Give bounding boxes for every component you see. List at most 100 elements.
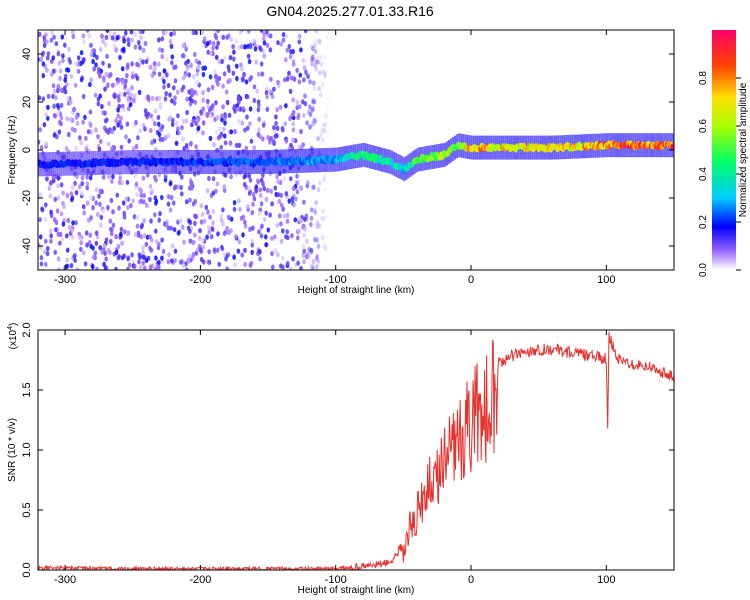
spectrogram-noise-cell [39,56,44,63]
spectrogram-noise-cell [103,86,107,92]
spectrogram-noise-cell [323,72,327,78]
spectrogram-noise-cell [211,190,216,196]
spectrogram-noise-cell [125,73,129,79]
colorbar-tick-label: 0.4 [698,167,709,181]
spectrogram-noise-cell [157,47,162,53]
snr-x-label: Height of straight line (km) [298,585,415,596]
spectrogram-noise-cell [236,248,241,254]
spectrogram-noise-cell [285,212,290,218]
spectrogram-noise-cell [222,251,226,258]
spectrogram-noise-cell [268,47,273,53]
spectrogram-noise-cell [309,215,314,221]
spectrogram-noise-cell [289,176,293,182]
spectrogram-noise-cell [126,256,130,262]
spectrogram-noise-cell [56,102,60,109]
spectrogram-noise-cell [133,93,137,99]
spectrogram-noise-cell [105,117,109,123]
spectrogram-noise-cell [39,145,44,151]
spectrogram-noise-cell [96,134,100,140]
spectrogram-noise-cell [187,253,192,259]
spectrogram-noise-cell [279,263,283,269]
spectrogram-noise-cell [206,209,210,215]
spectrogram-noise-cell [68,99,73,106]
spectrogram-noise-cell [160,36,165,42]
spectrogram-noise-cell [164,91,168,97]
spectrogram-noise-cell [296,260,300,266]
spectrogram-noise-cell [148,234,152,240]
spectrogram-noise-cell [55,208,60,214]
spectrogram-noise-cell [157,259,161,266]
spectrogram-noise-cell [208,74,213,80]
spectrogram-noise-cell [273,133,278,139]
spectrogram-noise-cell [251,201,255,207]
spectrogram-noise-cell [117,179,122,186]
spectrogram-noise-cell [198,247,203,253]
spectrogram-y-label: Frequency (Hz) [7,116,18,185]
spectrogram-noise-cell [114,249,119,256]
spectrogram-noise-cell [325,233,329,240]
spectrogram-noise-cell [108,218,113,224]
spectrogram-noise-cell [259,61,264,67]
spectrogram-noise-cell [56,231,61,237]
spectrogram-noise-cell [282,176,286,182]
spectrogram-noise-cell [297,33,302,39]
spectrogram-noise-cell [323,122,327,128]
spectrogram-noise-cell [85,174,89,180]
spectrogram-noise-cell [188,238,193,244]
spectrogram-noise-cell [57,60,62,66]
spectrogram-noise-cell [152,66,156,72]
spectrogram-noise-cell [214,100,218,106]
spectrogram-noise-cell [201,97,205,103]
spectrogram-noise-cell [285,218,290,224]
spectrogram-noise-cell [214,73,218,79]
spectrogram-noise-cell [124,78,128,84]
spectrogram-noise-cell [116,243,121,249]
spectrogram-noise-cell [49,228,53,234]
spectrogram-noise-cell [42,122,47,128]
spectrogram-noise-cell [137,89,142,95]
spectrogram-noise-cell [121,200,126,206]
spectrogram-noise-cell [93,92,98,98]
spectrogram-noise-cell [222,126,226,132]
spectrogram-noise-cell [318,133,323,139]
spectrogram-noise-cell [143,108,148,114]
spectrogram-noise-cell [228,77,232,84]
spectrogram-noise-cell [162,78,166,85]
spectrogram-noise-cell [96,101,101,107]
spectrogram-noise-cell [98,93,102,99]
spectrogram-noise-cell [193,232,197,238]
spectrogram-noise-cell [74,61,79,67]
spectrogram-noise-cell [257,229,261,235]
spectrogram-noise-cell [242,71,246,78]
spectrogram-noise-cell [279,192,284,198]
spectrogram-noise-cell [297,104,302,110]
spectrogram-noise-cell [302,77,306,83]
spectrogram-noise-cell [321,69,326,75]
spectrogram-noise-cell [241,232,245,238]
spectrogram-noise-cell [272,125,276,131]
spectrogram-noise-cell [170,98,174,104]
spectrogram-noise-cell [180,87,184,93]
spectrogram-noise-cell [246,125,250,131]
spectrogram-noise-cell [119,144,124,150]
spectrogram-noise-cell [179,259,183,265]
spectrogram-noise-cell [149,218,153,224]
spectrogram-noise-cell [232,200,237,206]
spectrogram-noise-cell [223,140,228,146]
spectrogram-noise-cell [291,61,296,67]
snr-x-tick-label: -100 [325,574,347,586]
spectrogram-noise-cell [168,181,173,187]
spectrogram-noise-cell [320,234,325,241]
spectrogram-noise-cell [172,100,177,106]
spectrogram-noise-cell [181,263,186,269]
spectrogram-noise-cell [313,238,318,244]
spectrogram-noise-cell [223,55,227,61]
spectrogram-noise-cell [301,99,305,105]
spectrogram-noise-cell [190,98,194,104]
spectrogram-noise-cell [73,180,77,186]
spectrogram-noise-cell [131,259,136,265]
spectrogram-noise-cell [172,30,176,36]
spectrogram-noise-cell [45,251,50,257]
spectrogram-noise-cell [224,89,229,95]
spectrogram-noise-cell [191,30,196,35]
